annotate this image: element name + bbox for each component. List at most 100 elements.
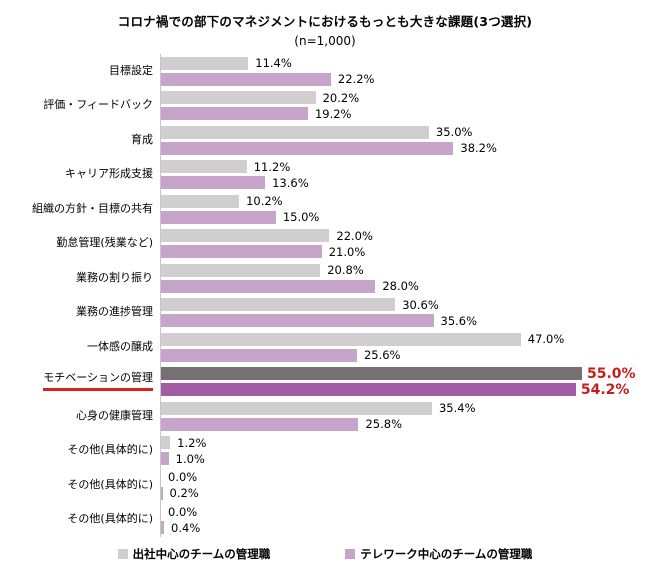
value-label: 30.6% <box>402 297 439 312</box>
value-label: 13.6% <box>272 175 309 190</box>
bar-group: 35.0% 38.2% <box>160 123 650 158</box>
bar-line: 25.8% <box>161 417 650 432</box>
bar-line: 15.0% <box>161 210 650 224</box>
bar-line: 28.0% <box>161 279 650 294</box>
value-label: 25.6% <box>363 348 401 363</box>
legend: 出社中心のチームの管理職 テレワーク中心のチームの管理職 <box>0 546 650 562</box>
bar-office-team <box>161 436 171 450</box>
chart-subtitle: (n=1,000) <box>294 34 356 48</box>
bar-office-team <box>161 263 321 277</box>
value-label: 28.0% <box>382 279 419 294</box>
legend-label: 出社中心のチームの管理職 <box>132 547 271 561</box>
bar-line: 35.4% <box>161 401 650 415</box>
bar-office-team <box>161 125 429 139</box>
category-label: 一体感の醸成 <box>87 339 153 353</box>
bar-group: 0.0% 0.4% <box>160 502 650 537</box>
category-label: 業務の進捗管理 <box>76 305 153 319</box>
category-label: 組織の方針・目標の共有 <box>32 201 153 215</box>
category-label: 評価・フィードバック <box>43 98 153 112</box>
bar-office-team <box>161 298 396 312</box>
value-label: 1.0% <box>175 451 205 466</box>
bar-telework-team <box>161 210 276 224</box>
bar-telework-team <box>161 245 322 259</box>
bar-line: 20.2% <box>161 90 650 105</box>
chart-row: その他(具体的に) 0.0% 0.4% <box>0 502 650 537</box>
plot-area: 目標設定 11.4% 22.2% 評価・フィードバック 20.2% 19.2% 育成 35.0… <box>0 54 650 537</box>
bar-group: 10.2% 15.0% <box>160 192 650 227</box>
value-label: 47.0% <box>527 332 565 347</box>
bar-group: 11.4% 22.2% <box>160 54 650 89</box>
bar-telework-team <box>161 452 169 466</box>
value-label: 35.0% <box>435 125 473 140</box>
bar-telework-team <box>161 176 266 190</box>
chart-row: その他(具体的に) 1.2% 1.0% <box>0 433 650 468</box>
chart-row: 組織の方針・目標の共有 10.2% 15.0% <box>0 192 650 227</box>
category-label: モチベーションの管理 <box>0 372 160 392</box>
bar-line: 0.0% <box>161 504 650 519</box>
chart-title: コロナ禍での部下のマネジメントにおけるもっとも大きな課題(3つ選択) <box>117 14 533 29</box>
bar-group: 22.0% 21.0% <box>160 226 650 261</box>
bar-line: 35.0% <box>161 125 650 140</box>
value-label: 22.0% <box>336 228 373 243</box>
value-label: 0.0% <box>168 504 198 519</box>
bar-line: 1.2% <box>161 435 650 450</box>
legend-swatch-icon <box>117 549 128 559</box>
category-label: その他(具体的に) <box>67 512 153 526</box>
bar-office-team <box>161 229 330 243</box>
value-label: 20.2% <box>322 90 360 105</box>
bar-line: 21.0% <box>161 245 650 259</box>
value-label: 19.2% <box>314 106 352 121</box>
legend-item: 出社中心のチームの管理職 <box>117 546 271 562</box>
value-label: 1.2% <box>177 435 207 450</box>
value-label: 0.0% <box>168 470 198 485</box>
bar-telework-team <box>161 107 308 121</box>
category-label: その他(具体的に) <box>67 477 153 491</box>
bar-line: 0.4% <box>161 521 650 535</box>
legend-label: テレワーク中心のチームの管理職 <box>360 547 533 561</box>
category-label: キャリア形成支援 <box>65 167 153 181</box>
value-label: 35.6% <box>440 313 478 328</box>
value-label: 55.0% <box>587 365 636 382</box>
category-label: 業務の割り振り <box>76 270 153 284</box>
category-label: 心身の健康管理 <box>76 408 153 422</box>
bar-line: 19.2% <box>161 106 650 121</box>
bar-group: 47.0% 25.6% <box>160 330 650 365</box>
bar-line: 13.6% <box>161 175 650 190</box>
category-label: 目標設定 <box>109 63 153 77</box>
bar-line: 54.2% <box>161 382 650 398</box>
bar-group: 30.6% 35.6% <box>160 295 650 330</box>
bar-office-team <box>161 91 316 105</box>
chart-row: キャリア形成支援 11.2% 13.6% <box>0 157 650 192</box>
bar-telework-team <box>161 279 376 293</box>
category-label: その他(具体的に) <box>67 443 153 457</box>
value-label: 11.4% <box>255 56 292 71</box>
chart-row: 育成 35.0% 38.2% <box>0 123 650 158</box>
chart-row: 目標設定 11.4% 22.2% <box>0 54 650 89</box>
bar-line: 11.4% <box>161 56 650 71</box>
bar-line: 25.6% <box>161 348 650 363</box>
bar-group: 0.0% 0.2% <box>160 468 650 503</box>
value-label: 10.2% <box>246 194 283 209</box>
category-label: 育成 <box>131 132 153 146</box>
legend-swatch-icon <box>345 549 356 559</box>
bar-line: 55.0% <box>161 365 650 382</box>
bar-office-team <box>161 367 582 381</box>
bar-office-team <box>161 56 249 70</box>
chart-row: 一体感の醸成 47.0% 25.6% <box>0 330 650 365</box>
value-label: 38.2% <box>460 141 497 156</box>
bar-group: 20.8% 28.0% <box>160 261 650 296</box>
value-label: 22.2% <box>337 72 375 87</box>
bar-telework-team <box>161 521 165 535</box>
chart-row: その他(具体的に) 0.0% 0.2% <box>0 468 650 503</box>
bar-telework-team <box>161 314 434 328</box>
bar-telework-team <box>161 72 331 86</box>
bar-group: 55.0% 54.2% <box>160 364 650 399</box>
bar-office-team <box>161 401 432 415</box>
category-label: 勤怠管理(残業など) <box>56 236 153 250</box>
chart-row: モチベーションの管理 55.0% 54.2% <box>0 364 650 399</box>
bar-telework-team <box>161 141 454 155</box>
bar-line: 11.2% <box>161 160 650 174</box>
value-label: 25.8% <box>365 417 403 432</box>
bar-group: 1.2% 1.0% <box>160 433 650 468</box>
